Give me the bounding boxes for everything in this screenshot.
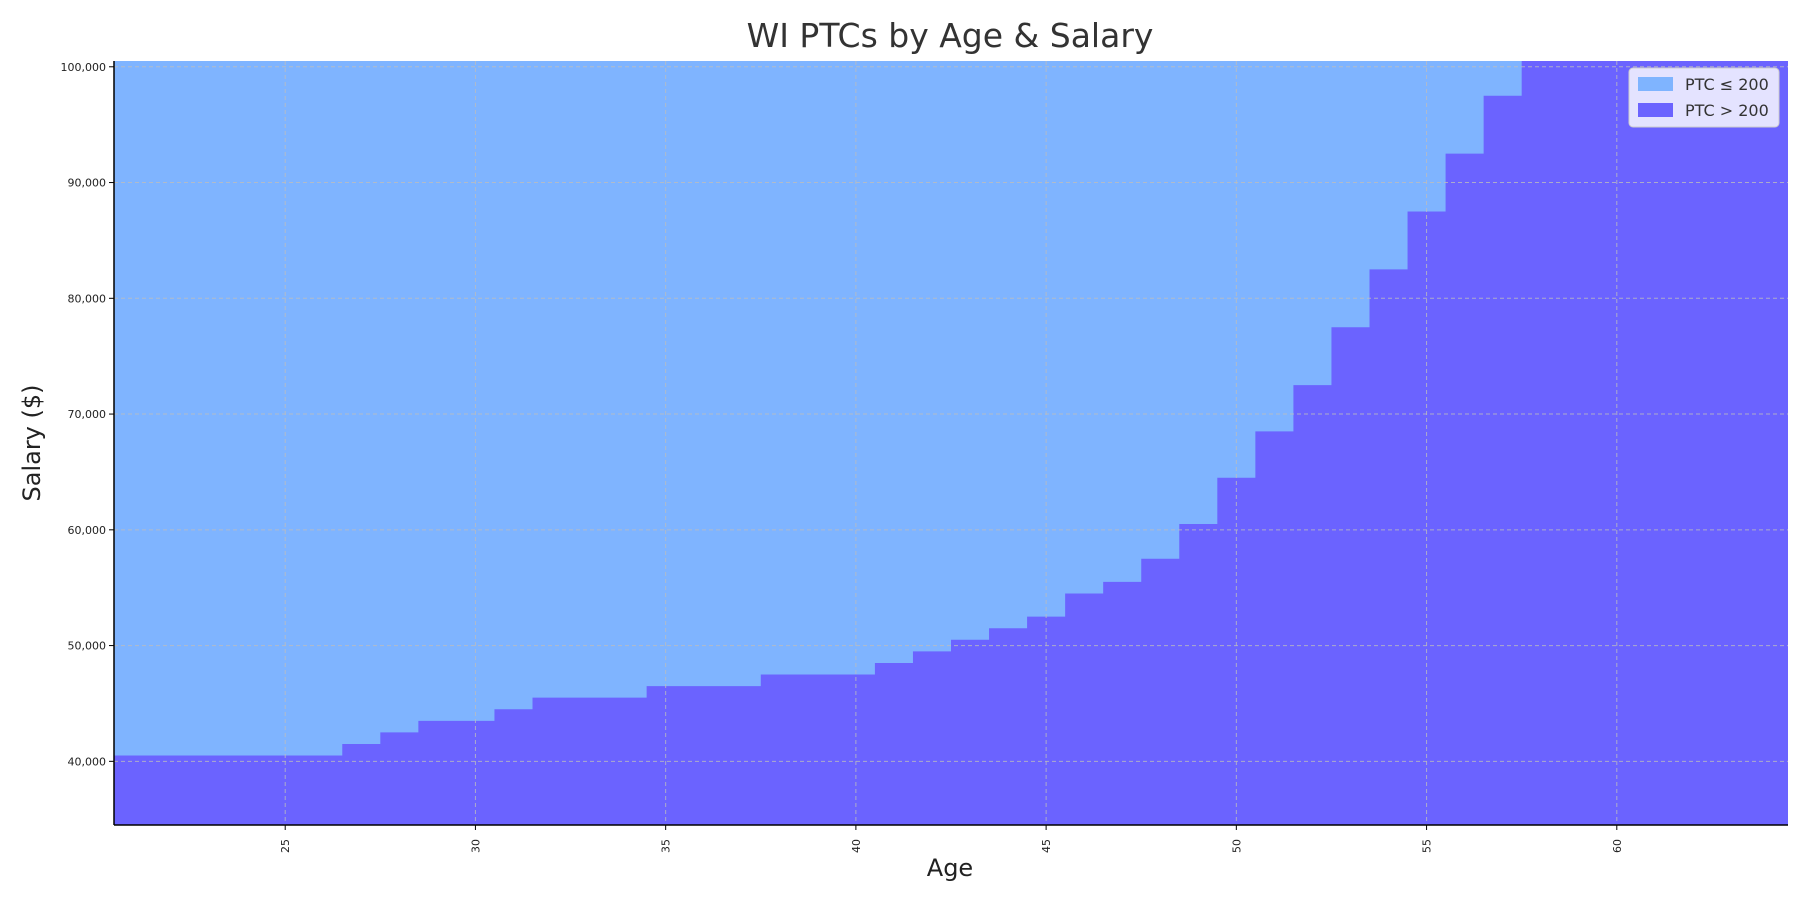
plot-area xyxy=(114,61,1788,825)
x-tick-label: 60 xyxy=(1611,839,1624,853)
legend-swatch-ptc-le-200 xyxy=(1638,77,1673,91)
x-tick-label: 40 xyxy=(850,839,863,853)
axes: 25 30 35 40 45 50 55 60 40,000 50,000 60,000 70,000… xyxy=(61,61,1788,853)
legend: PTC ≤ 200 PTC > 200 xyxy=(1628,67,1780,128)
x-tick-label: 45 xyxy=(1040,839,1053,853)
y-tick-label: 40,000 xyxy=(68,755,107,768)
x-tick-label: 25 xyxy=(279,839,292,853)
y-tick-label: 60,000 xyxy=(68,524,107,537)
legend-label-ptc-le-200: PTC ≤ 200 xyxy=(1685,75,1769,94)
legend-label-ptc-gt-200: PTC > 200 xyxy=(1685,101,1769,120)
x-axis-label: Age xyxy=(927,854,973,882)
x-tick-label: 55 xyxy=(1421,839,1434,853)
chart-title: WI PTCs by Age & Salary xyxy=(747,16,1154,55)
y-tick-label: 100,000 xyxy=(61,61,107,74)
y-tick-label: 80,000 xyxy=(68,292,107,305)
area-ptc-gt-200 xyxy=(114,61,1788,825)
y-tick-label: 50,000 xyxy=(68,640,107,653)
y-axis-label: Salary ($) xyxy=(18,384,46,501)
x-tick-label: 30 xyxy=(469,839,482,853)
y-tick-label: 70,000 xyxy=(68,408,107,421)
y-tick-label: 90,000 xyxy=(68,177,107,190)
grid-lines xyxy=(114,61,1788,825)
x-tick-label: 50 xyxy=(1230,839,1243,853)
legend-swatch-ptc-gt-200 xyxy=(1638,103,1673,117)
x-tick-label: 35 xyxy=(660,839,673,853)
